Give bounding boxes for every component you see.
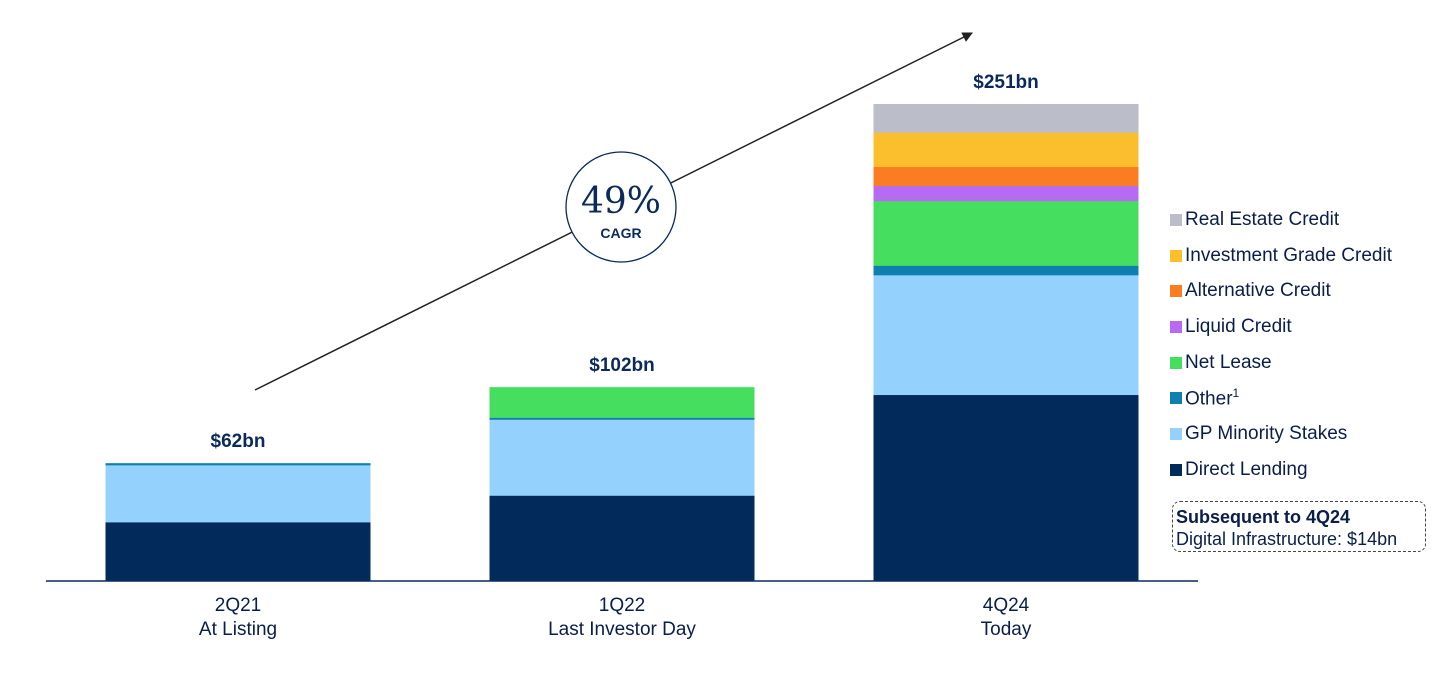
note-box: Subsequent to 4Q24 Digital Infrastructur… [1172,501,1426,552]
legend-label: GP Minority Stakes [1185,422,1348,444]
legend-label: Investment Grade Credit [1185,244,1392,266]
bar-segment-gp-minority-stakes [873,275,1139,396]
legend-label: Liquid Credit [1185,315,1292,337]
bar-segment-investment-grade-credit [873,132,1139,168]
legend-label: Alternative Credit [1185,280,1331,302]
legend-label: Other1 [1185,386,1240,410]
cagr-badge: 49% CAGR [565,151,677,263]
bar-segment-direct-lending [489,495,755,582]
bar-segment-net-lease [489,387,755,418]
chart-legend: Real Estate Credit Investment Grade Credi… [1170,202,1392,488]
bar-1q22 [489,387,755,582]
legend-item: Alternative Credit [1170,273,1392,309]
legend-swatch [1170,213,1182,226]
bar-4q24 [873,104,1139,582]
bar-total-label: $62bn [211,431,266,452]
legend-swatch [1170,427,1182,440]
x-tick-period: 4Q24 [983,595,1030,616]
legend-label: Direct Lending [1185,458,1308,480]
x-tick-subtitle: At Listing [199,619,277,640]
x-tick-period: 1Q22 [599,595,645,616]
legend-swatch [1170,249,1182,262]
bar-segment-real-estate-credit [873,104,1139,133]
bar-2q21 [105,463,371,582]
bar-segment-other [105,463,371,466]
legend-item: Direct Lending [1170,452,1392,488]
bar-segment-gp-minority-stakes [489,419,755,496]
x-tick-subtitle: Today [981,619,1032,640]
bar-segment-alternative-credit [873,166,1139,187]
x-tick-period: 2Q21 [215,595,261,616]
legend-label: Real Estate Credit [1185,208,1340,230]
legend-swatch [1170,392,1182,405]
bar-segment-direct-lending [873,394,1139,582]
cagr-label: CAGR [600,225,641,241]
legend-swatch [1170,356,1182,369]
bar-segment-direct-lending [105,522,371,582]
bar-total-label: $102bn [589,355,654,376]
bar-segment-other [873,265,1139,276]
note-title: Subsequent to 4Q24 [1176,507,1351,527]
legend-item: Investment Grade Credit [1170,238,1392,274]
legend-item: Net Lease [1170,345,1392,381]
legend-footnote-marker: 1 [1232,386,1240,401]
x-tick-subtitle: Last Investor Day [548,619,696,640]
cagr-value: 49% [581,181,661,222]
bar-segment-net-lease [873,200,1139,266]
legend-item: Liquid Credit [1170,309,1392,345]
bar-segment-other [489,417,755,420]
legend-swatch [1170,463,1182,476]
legend-swatch [1170,320,1182,333]
bar-total-label: $251bn [973,72,1038,93]
cagr-circle [565,151,677,263]
legend-item: Real Estate Credit [1170,202,1392,238]
legend-swatch [1170,285,1182,298]
legend-item: Other1 [1170,380,1392,416]
legend-label: Net Lease [1185,351,1272,373]
legend-item: GP Minority Stakes [1170,416,1392,452]
bar-segment-liquid-credit [873,185,1139,202]
note-text: Digital Infrastructure: $14bn [1176,529,1398,549]
bar-segment-gp-minority-stakes [105,465,371,523]
